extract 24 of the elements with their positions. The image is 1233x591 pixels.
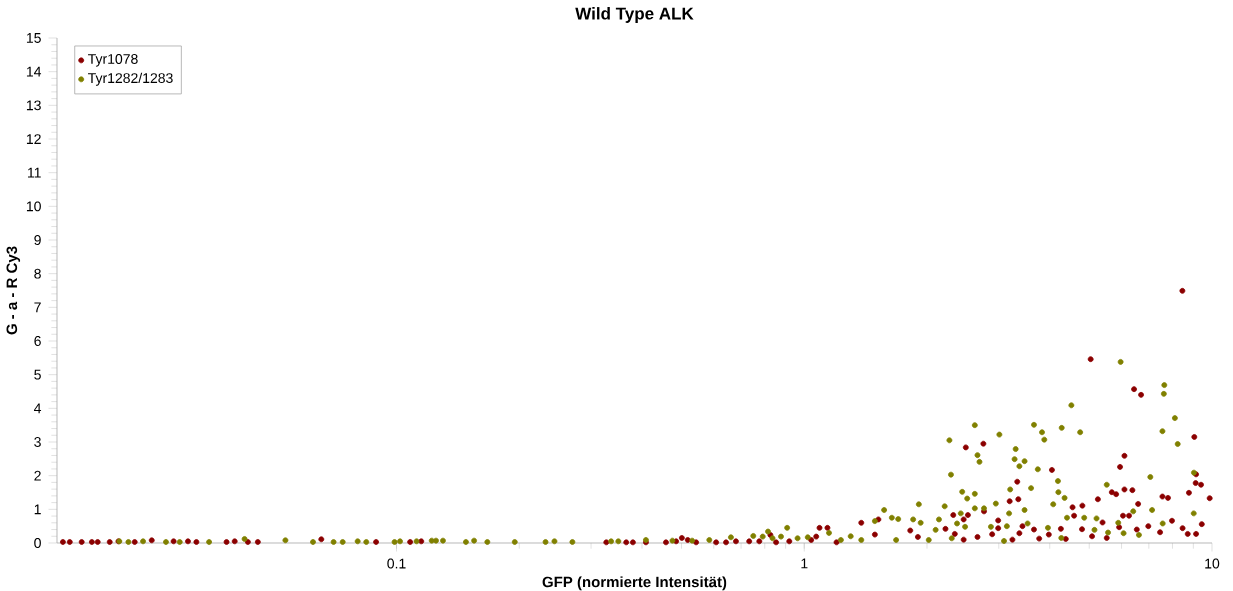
y-tick-label: 13 [26,100,41,111]
x-tick-label: 1 [801,558,808,569]
y-tick-label: 11 [28,167,41,178]
legend-label: Tyr1282/1283 [88,72,173,86]
y-axis-title: G - a - R Cy3 [6,246,21,335]
y-tick-label: 12 [26,134,41,144]
y-tick-label: 2 [34,470,41,481]
y-tick-label: 7 [34,302,41,313]
y-tick-label: 5 [34,369,41,380]
y-tick-label: 0 [34,538,41,548]
legend-label: Tyr1078 [88,54,138,67]
y-tick-label: 1 [34,504,41,515]
chart-title: Wild Type ALK [575,7,694,23]
y-tick-label: 4 [33,403,42,414]
y-tick-label: 3 [34,437,41,447]
y-tick-label: 14 [26,66,42,77]
y-tick-label: 6 [34,336,41,346]
x-tick-label: 0.1 [387,558,406,569]
y-tick-label: 15 [26,33,41,43]
y-tick-label: 9 [34,235,41,245]
y-tick-label: 8 [34,268,41,279]
y-tick-label: 10 [26,201,41,212]
x-axis-title: GFP (normierte Intensität) [542,576,727,591]
x-tick-label: 10 [1205,558,1220,569]
